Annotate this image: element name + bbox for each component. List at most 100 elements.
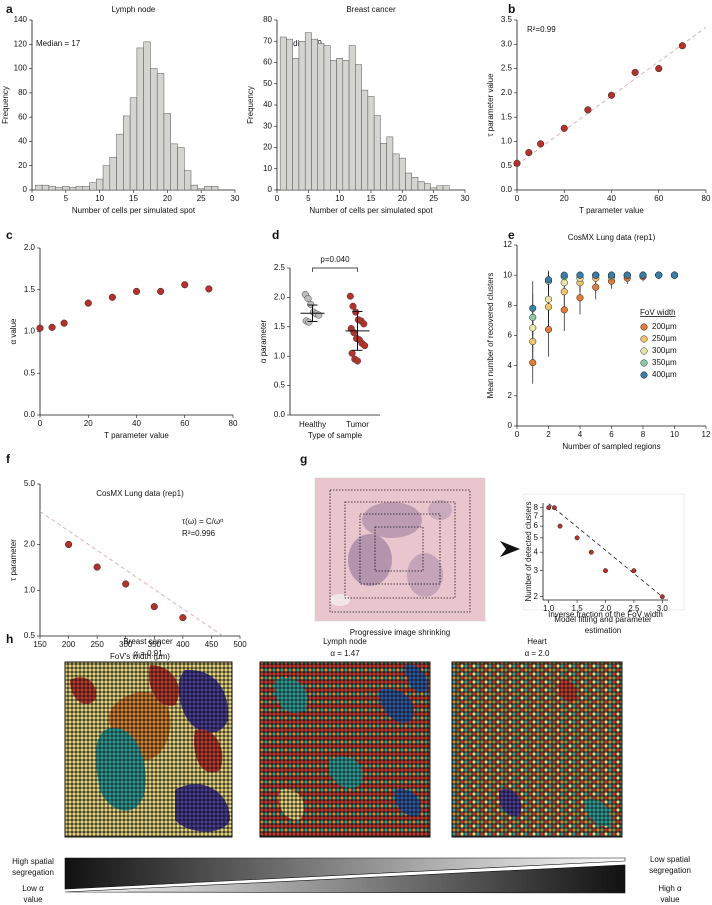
bar [55, 187, 63, 191]
point [678, 42, 686, 50]
trendline [516, 26, 707, 166]
y-tick-label: 120 [14, 39, 28, 48]
panel-label: f [6, 452, 11, 466]
point [529, 324, 537, 332]
x-axis-label: Type of sample [308, 431, 363, 440]
bar [123, 115, 131, 191]
point [544, 325, 553, 334]
point [48, 323, 56, 331]
x-tick-label: 30 [461, 194, 470, 203]
x-tick-label: 4 [578, 430, 583, 439]
bar [177, 147, 185, 191]
y-tick-label: 1.5 [501, 112, 513, 121]
x-tick-label: 150 [33, 640, 47, 649]
bar [380, 143, 387, 191]
point [623, 271, 631, 279]
bar [102, 165, 111, 191]
x-tick-label: 0 [38, 419, 43, 428]
point [639, 271, 647, 279]
point [557, 523, 563, 529]
point [315, 311, 323, 319]
point [670, 271, 679, 279]
x-tick-label: 20 [84, 419, 93, 428]
panel-label: c [6, 228, 13, 242]
x-tick-label: 200 [62, 640, 76, 649]
x-tick-label: 0 [30, 194, 35, 203]
x-tick-label: 20 [163, 194, 172, 203]
point [576, 271, 584, 279]
tissue-name: Breast cancer [123, 637, 173, 646]
segregation-wedge [64, 857, 626, 890]
bar [430, 187, 438, 191]
bar [62, 186, 70, 191]
bar [129, 97, 138, 191]
y-tick-label: 3.5 [501, 15, 513, 24]
y-tick-label: 0.5 [24, 631, 36, 640]
bar [96, 178, 104, 191]
x-tick-label: 450 [205, 640, 219, 649]
y-tick-label: 0.0 [24, 410, 36, 419]
bar [204, 186, 212, 191]
wedge-label: segregation [649, 866, 691, 875]
bar [411, 177, 419, 191]
x-tick-label: 500 [233, 640, 247, 649]
y-axis-label: α value [9, 318, 18, 345]
x-tick-label: 80 [702, 194, 711, 203]
x-axis-label: Number of sampled regions [562, 442, 660, 451]
x-tick-label: 15 [367, 194, 376, 203]
x-tick-label: 0 [275, 194, 280, 203]
tissue-alpha: α = 1.47 [330, 649, 360, 658]
trendline [39, 511, 224, 637]
point [560, 124, 568, 132]
y-tick-label: 6 [508, 331, 513, 340]
point [659, 594, 665, 600]
legend-swatch [640, 359, 648, 367]
point [352, 308, 360, 316]
x-tick-label: 10 [95, 194, 104, 203]
y-tick-label: 80 [263, 15, 272, 24]
y-tick-label: 80 [18, 88, 27, 97]
bar [330, 60, 337, 191]
point [603, 568, 608, 574]
y-tick-label: 2.0 [501, 88, 513, 97]
y-tick-label: 40 [18, 137, 27, 146]
bar [286, 38, 293, 191]
point [529, 304, 537, 312]
y-tick-label: 4 [534, 547, 539, 556]
inset-frame [523, 493, 685, 611]
x-axis-label: Number of cells per simulated spot [309, 206, 433, 215]
bar [336, 58, 344, 191]
alpha-wedge [64, 864, 626, 894]
point [353, 357, 362, 365]
legend-swatch [640, 347, 648, 355]
y-tick-label: 40 [263, 100, 272, 109]
x-tick-label: 3.0 [657, 604, 669, 613]
point [655, 65, 663, 73]
legend-label: 250µm [652, 334, 677, 343]
x-axis-label: Inverse fraction of the FoV width [548, 610, 663, 619]
y-tick-label: 70 [263, 36, 272, 45]
annotation: Median = 17 [36, 39, 81, 48]
y-tick-label: 60 [263, 58, 272, 67]
y-tick-label: 5.0 [24, 479, 36, 488]
point [576, 294, 584, 302]
caption: Model fitting and parameter [554, 615, 652, 624]
trendline [548, 503, 663, 598]
panel-label: h [6, 632, 13, 646]
bar [170, 143, 178, 191]
x-tick-label: 60 [654, 194, 663, 203]
point [349, 302, 357, 310]
y-axis-label: τ parameter value [486, 73, 495, 137]
bar [48, 186, 56, 191]
point [631, 68, 639, 77]
y-tick-label: 1.0 [24, 327, 36, 336]
bar [292, 58, 300, 191]
bar [35, 184, 43, 191]
point [529, 359, 537, 367]
y-tick-label: 0 [23, 185, 28, 194]
chart-title: CosMX Lung data (rep1) [96, 489, 184, 498]
y-tick-label: 0 [268, 185, 273, 194]
point [60, 319, 68, 327]
y-tick-label: 6 [534, 521, 539, 530]
